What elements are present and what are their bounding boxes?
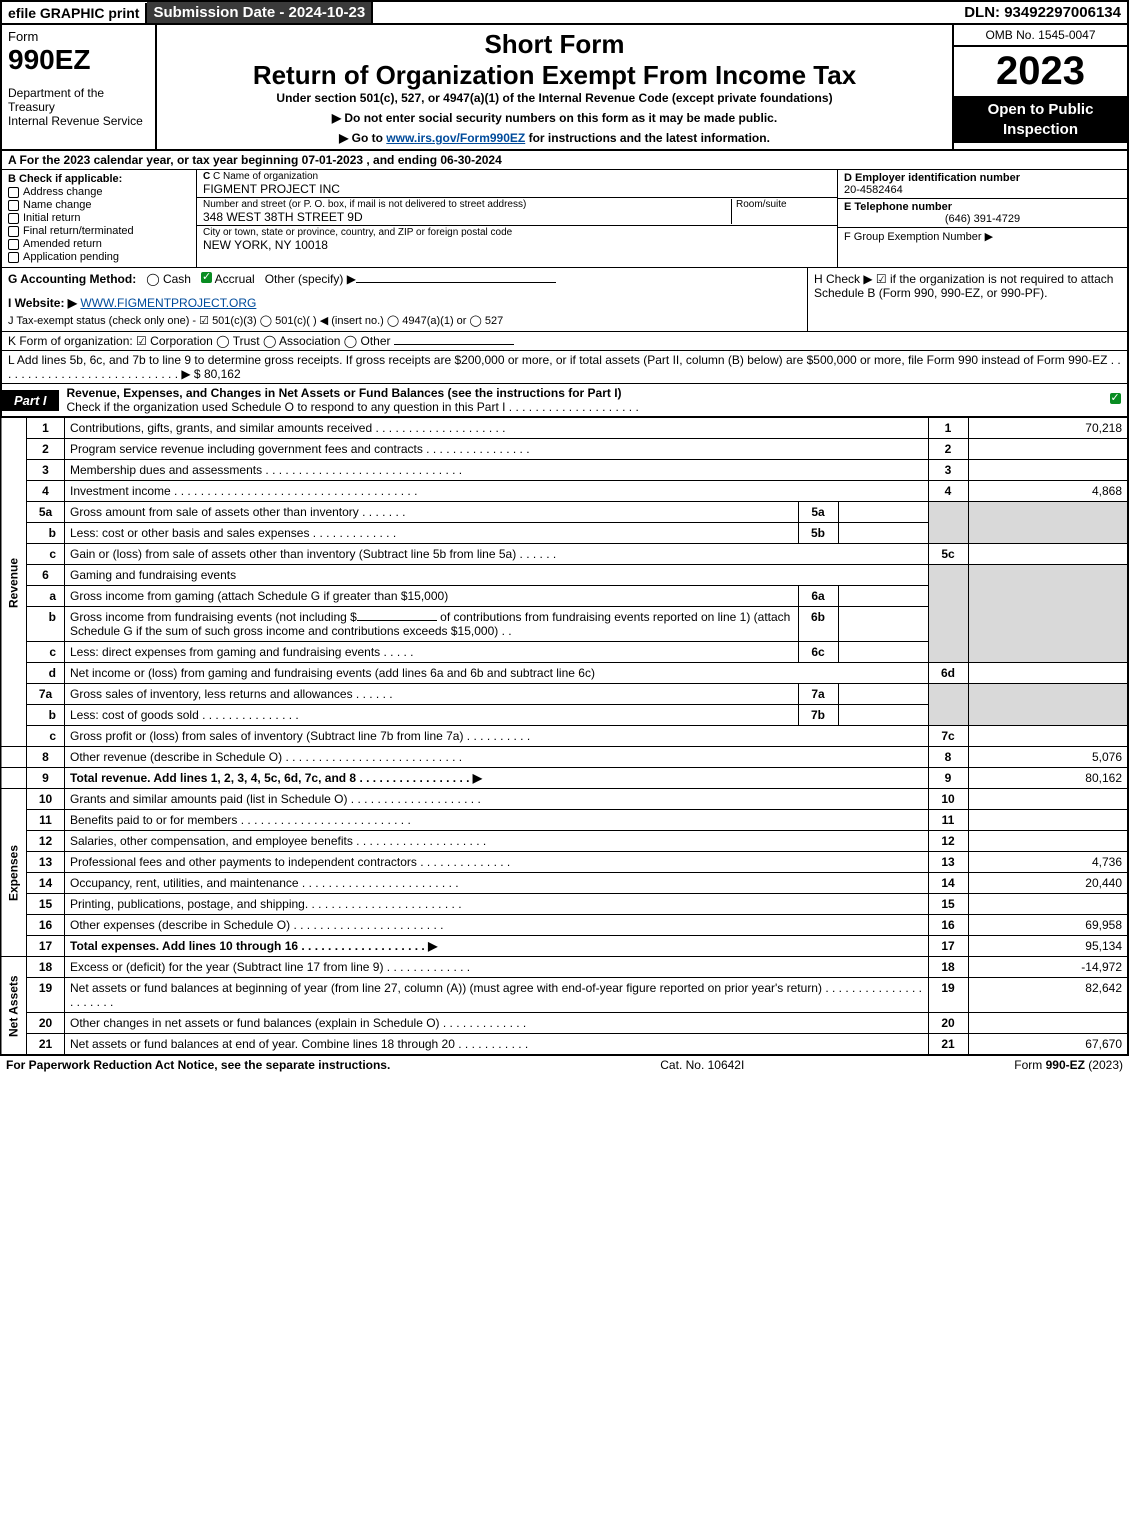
line17-val: 95,134 xyxy=(968,936,1128,957)
city-label: City or town, state or province, country… xyxy=(203,227,831,238)
footer-cat: Cat. No. 10642I xyxy=(660,1058,744,1072)
sub-inst-2: ▶ Do not enter social security numbers o… xyxy=(163,111,946,125)
part1-title: Revenue, Expenses, and Changes in Net As… xyxy=(59,384,1103,416)
form-number: 990EZ xyxy=(8,44,149,76)
part1-tag: Part I xyxy=(2,390,59,411)
d-label: D Employer identification number xyxy=(844,172,1121,184)
form-word: Form xyxy=(8,29,149,44)
line-a-text: A For the 2023 calendar year, or tax yea… xyxy=(8,153,502,167)
title-main: Return of Organization Exempt From Incom… xyxy=(163,60,946,91)
top-bar: efile GRAPHIC print Submission Date - 20… xyxy=(0,0,1129,25)
line18-val: -14,972 xyxy=(968,957,1128,978)
b-label: B Check if applicable: xyxy=(8,173,190,185)
chk-address[interactable]: Address change xyxy=(8,186,190,198)
side-expenses: Expenses xyxy=(1,789,27,957)
irs-link[interactable]: www.irs.gov/Form990EZ xyxy=(386,131,525,145)
col-def: D Employer identification number 20-4582… xyxy=(837,170,1127,267)
room-label: Room/suite xyxy=(736,199,831,210)
col-h: H Check ▶ ☑ if the organization is not r… xyxy=(807,268,1127,331)
header-left: Form 990EZ Department of the Treasury In… xyxy=(2,25,157,149)
chk-name[interactable]: Name change xyxy=(8,199,190,211)
row-k: K Form of organization: ☑ Corporation ◯ … xyxy=(0,332,1129,351)
street: 348 WEST 38TH STREET 9D xyxy=(203,210,731,224)
row-j: J Tax-exempt status (check only one) - ☑… xyxy=(8,314,801,327)
footer-right: Form 990-EZ (2023) xyxy=(1014,1058,1123,1072)
i-label: I Website: ▶ xyxy=(8,296,77,310)
line13-val: 4,736 xyxy=(968,852,1128,873)
form-header: Form 990EZ Department of the Treasury In… xyxy=(0,25,1129,151)
part1-header: Part I Revenue, Expenses, and Changes in… xyxy=(0,384,1129,417)
part1-check xyxy=(1110,393,1121,404)
col-c: C C Name of organization FIGMENT PROJECT… xyxy=(197,170,837,267)
line1-val: 70,218 xyxy=(968,418,1128,439)
chk-amended[interactable]: Amended return xyxy=(8,238,190,250)
row-l: L Add lines 5b, 6c, and 7b to line 9 to … xyxy=(0,351,1129,384)
title-short: Short Form xyxy=(163,29,946,60)
tax-year: 2023 xyxy=(954,47,1127,96)
col-b: B Check if applicable: Address change Na… xyxy=(2,170,197,267)
accrual-check xyxy=(201,272,212,283)
submission-date: Submission Date - 2024-10-23 xyxy=(147,2,373,23)
ein: 20-4582464 xyxy=(844,184,1121,196)
lines-table: Revenue 1 Contributions, gifts, grants, … xyxy=(0,417,1129,1055)
c-name-label: C C Name of organization xyxy=(203,171,831,182)
inspection-badge: Open to Public Inspection xyxy=(954,96,1127,143)
chk-initial[interactable]: Initial return xyxy=(8,212,190,224)
header-mid: Short Form Return of Organization Exempt… xyxy=(157,25,952,149)
line4-val: 4,868 xyxy=(968,481,1128,502)
e-label: E Telephone number xyxy=(844,201,1121,213)
line21-val: 67,670 xyxy=(968,1034,1128,1055)
street-label: Number and street (or P. O. box, if mail… xyxy=(203,199,731,210)
omb-number: OMB No. 1545-0047 xyxy=(954,25,1127,47)
city: NEW YORK, NY 10018 xyxy=(203,238,831,252)
section-bcdef: B Check if applicable: Address change Na… xyxy=(0,170,1129,268)
f-label: F Group Exemption Number ▶ xyxy=(844,230,1121,243)
line19-val: 82,642 xyxy=(968,978,1128,1013)
footer: For Paperwork Reduction Act Notice, see … xyxy=(0,1055,1129,1074)
footer-left: For Paperwork Reduction Act Notice, see … xyxy=(6,1058,390,1072)
sub-inst-1: Under section 501(c), 527, or 4947(a)(1)… xyxy=(163,91,946,105)
col-g: G Accounting Method: ◯ Cash Accrual Othe… xyxy=(2,268,807,331)
phone: (646) 391-4729 xyxy=(844,213,1121,225)
website-link[interactable]: WWW.FIGMENTPROJECT.ORG xyxy=(80,296,256,310)
line9-val: 80,162 xyxy=(968,768,1128,789)
side-netassets: Net Assets xyxy=(1,957,27,1055)
sub-inst-3: ▶ Go to www.irs.gov/Form990EZ for instru… xyxy=(163,131,946,145)
chk-pending[interactable]: Application pending xyxy=(8,251,190,263)
chk-final[interactable]: Final return/terminated xyxy=(8,225,190,237)
line16-val: 69,958 xyxy=(968,915,1128,936)
line8-val: 5,076 xyxy=(968,747,1128,768)
g-label: G Accounting Method: xyxy=(8,272,136,286)
side-revenue: Revenue xyxy=(1,418,27,747)
line-a: A For the 2023 calendar year, or tax yea… xyxy=(0,151,1129,170)
gross-receipts: 80,162 xyxy=(204,367,241,381)
efile-label: efile GRAPHIC print xyxy=(2,3,147,23)
org-name: FIGMENT PROJECT INC xyxy=(203,182,831,196)
dln: DLN: 93492297006134 xyxy=(958,2,1127,23)
row-gh: G Accounting Method: ◯ Cash Accrual Othe… xyxy=(0,268,1129,332)
header-right: OMB No. 1545-0047 2023 Open to Public In… xyxy=(952,25,1127,149)
dept-label: Department of the Treasury Internal Reve… xyxy=(8,86,149,128)
line14-val: 20,440 xyxy=(968,873,1128,894)
